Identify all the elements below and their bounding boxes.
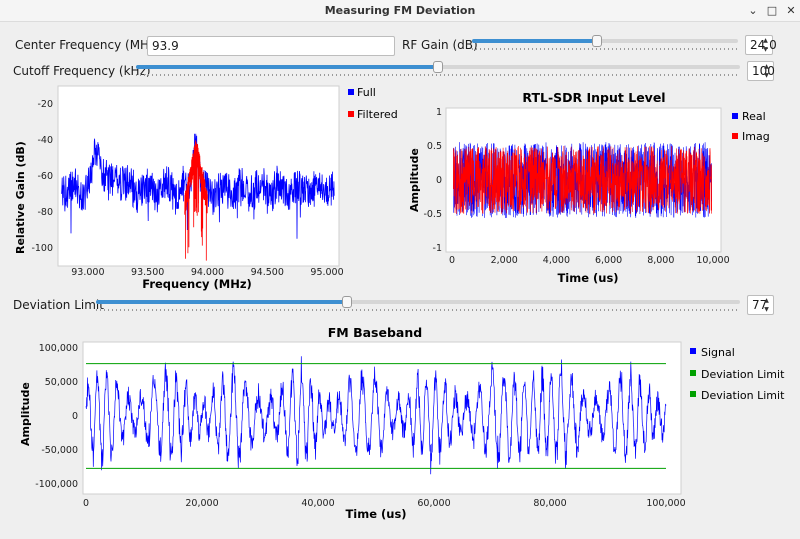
rtl-x-tick-4: 8,000	[647, 255, 674, 266]
spectrum-x-tick-4: 95.000	[310, 267, 343, 278]
rtl-y-tick-4: -1	[433, 243, 442, 254]
rf-gain-label: RF Gain (dB)	[402, 38, 478, 52]
rtl-ylabel: Amplitude	[408, 148, 421, 212]
baseband-x-tick-5: 100,000	[646, 498, 685, 509]
title-bar: Measuring FM Deviation ⌄ □ ✕	[0, 0, 800, 22]
rf-gain-spinbox[interactable]: 24.0 ▲ ▼	[745, 35, 777, 55]
close-icon[interactable]: ✕	[786, 4, 796, 17]
rtl-x-tick-5: 10,000	[696, 255, 729, 266]
legend-filtered-swatch	[348, 111, 354, 117]
spectrum-x-tick-2: 94.000	[191, 267, 224, 278]
deviation-limit-label: Deviation Limit	[13, 298, 104, 312]
legend-signal-swatch	[690, 348, 696, 354]
rtl-x-tick-0: 0	[449, 255, 455, 266]
spin-arrows-icon[interactable]: ▲ ▼	[764, 297, 769, 313]
deviation-limit-slider[interactable]	[96, 295, 740, 311]
baseband-y-tick-0: 100,000	[39, 343, 78, 354]
deviation-spinbox[interactable]: 77 ▲ ▼	[747, 295, 774, 315]
maximize-icon[interactable]: □	[766, 4, 778, 17]
spectrum-x-tick-1: 93.500	[131, 267, 164, 278]
spectrum-filtered-line	[184, 140, 208, 261]
rtl-x-tick-2: 4,000	[543, 255, 570, 266]
legend-signal-label: Signal	[701, 346, 735, 359]
baseband-x-tick-2: 40,000	[301, 498, 334, 509]
spectrum-xlabel: Frequency (MHz)	[142, 277, 252, 291]
baseband-y-tick-3: -50,000	[41, 445, 78, 456]
legend-real-swatch	[732, 113, 738, 119]
rf-gain-slider[interactable]	[472, 34, 738, 50]
legend-imag-swatch	[732, 133, 738, 139]
rtl-y-tick-1: 0.5	[427, 141, 442, 152]
baseband-title: FM Baseband	[328, 325, 422, 340]
legend-limit1-swatch	[690, 370, 696, 376]
baseband-x-tick-0: 0	[83, 498, 89, 509]
baseband-x-tick-1: 20,000	[185, 498, 218, 509]
legend-full-swatch	[348, 89, 354, 95]
rtl-sdr-plot: RTL-SDR Input Level 1 0.5 0 -0.5 -1 0 2,000 4,…	[408, 90, 770, 285]
baseband-x-tick-4: 80,000	[533, 498, 566, 509]
baseband-y-tick-2: 0	[72, 411, 78, 422]
legend-limit2-label: Deviation Limit	[701, 389, 785, 402]
spectrum-plot: -20 -40 -60 -80 -100 93.000 93.500 94.000 94.50…	[14, 85, 398, 291]
rtl-imag-line	[453, 145, 713, 215]
baseband-x-tick-3: 60,000	[417, 498, 450, 509]
legend-real-label: Real	[742, 110, 766, 123]
baseband-plot: FM Baseband 100,000 50,000 0 -50,000 -100,00…	[19, 325, 785, 521]
spectrum-ylabel: Relative Gain (dB)	[14, 141, 27, 254]
baseband-ylabel: Amplitude	[19, 382, 32, 446]
baseband-signal-line	[85, 356, 667, 475]
baseband-plot-area	[82, 341, 682, 495]
rtl-y-tick-0: 1	[436, 107, 442, 118]
center-frequency-label: Center Frequency (MHz):	[15, 38, 165, 52]
baseband-y-tick-1: 50,000	[45, 377, 78, 388]
rtl-xlabel: Time (us)	[557, 271, 618, 285]
cutoff-frequency-slider[interactable]	[136, 60, 740, 76]
rf-gain-slider-handle[interactable]	[592, 35, 603, 47]
center-frequency-input[interactable]: 93.9	[147, 36, 395, 56]
minimize-icon[interactable]: ⌄	[748, 4, 758, 17]
cutoff-value: 100	[752, 64, 775, 78]
spectrum-y-tick-2: -60	[37, 171, 53, 182]
baseband-y-tick-4: -100,000	[35, 479, 78, 490]
window-title: Measuring FM Deviation	[324, 4, 476, 17]
spectrum-y-tick-3: -80	[37, 207, 53, 218]
legend-limit1-label: Deviation Limit	[701, 368, 785, 381]
spectrum-y-tick-1: -40	[37, 135, 53, 146]
cutoff-spinbox[interactable]: 100 ▲ ▼	[747, 61, 775, 81]
rf-gain-value: 24.0	[750, 38, 777, 52]
cutoff-frequency-label: Cutoff Frequency (kHz)	[13, 64, 151, 78]
cutoff-slider-handle[interactable]	[433, 61, 443, 73]
baseband-xlabel: Time (us)	[345, 507, 406, 521]
legend-full-label: Full	[357, 86, 376, 99]
spectrum-x-tick-3: 94.500	[251, 267, 284, 278]
legend-filtered-label: Filtered	[357, 108, 398, 121]
rtl-x-tick-3: 6,000	[595, 255, 622, 266]
spectrum-y-tick-4: -100	[31, 243, 53, 254]
rtl-y-tick-2: 0	[436, 175, 442, 186]
spin-arrows-icon[interactable]: ▲ ▼	[763, 37, 768, 53]
spectrum-y-tick-0: -20	[37, 99, 53, 110]
rtl-title: RTL-SDR Input Level	[522, 90, 665, 105]
deviation-value: 77	[752, 298, 768, 312]
spin-arrows-icon[interactable]: ▲ ▼	[764, 63, 769, 79]
legend-limit2-swatch	[690, 391, 696, 397]
rtl-x-tick-1: 2,000	[491, 255, 518, 266]
legend-imag-label: Imag	[742, 130, 770, 143]
deviation-slider-handle[interactable]	[342, 296, 353, 308]
rtl-y-tick-3: -0.5	[423, 209, 442, 220]
spectrum-x-tick-0: 93.000	[71, 267, 104, 278]
